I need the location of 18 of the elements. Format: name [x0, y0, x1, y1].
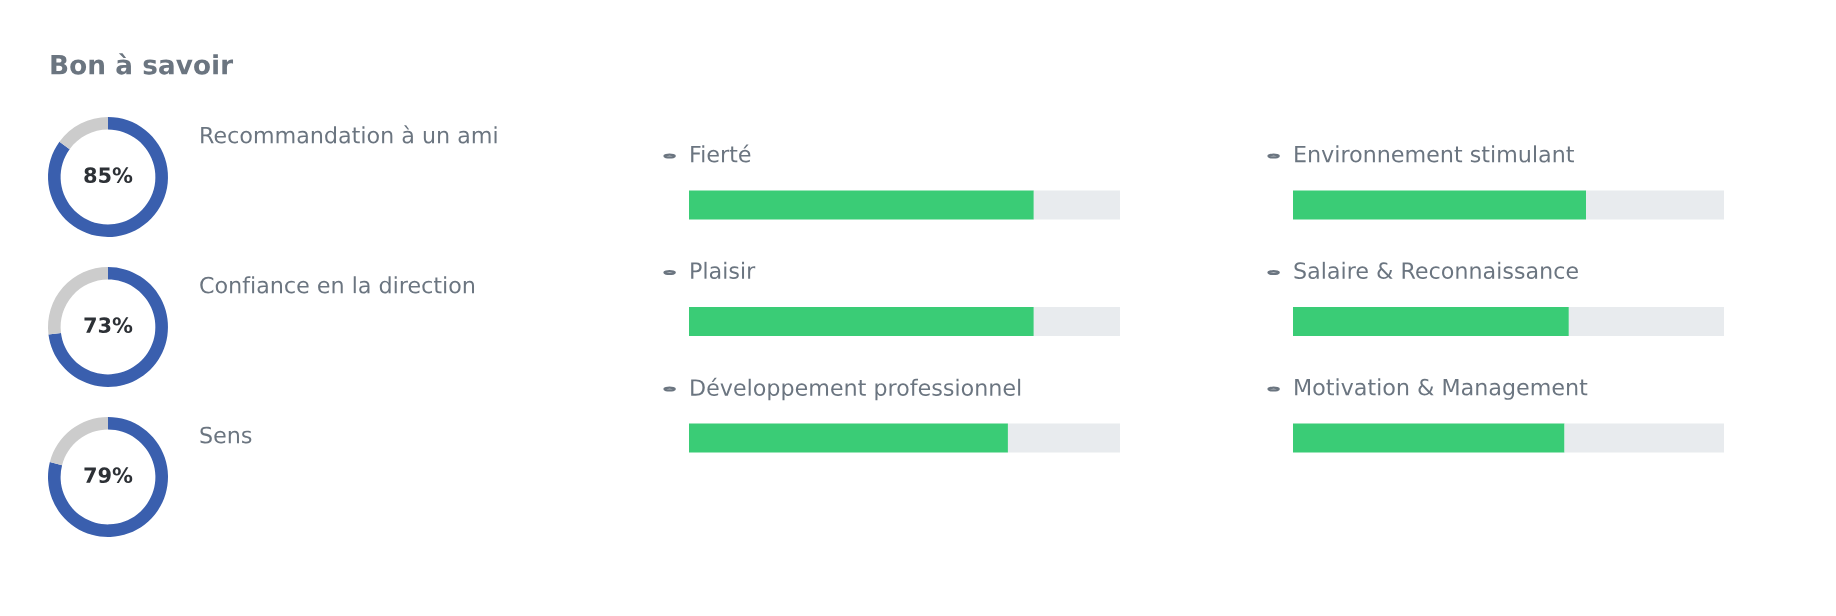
donut-slice	[49, 417, 108, 466]
donut-slice	[48, 417, 168, 537]
y-tick-label: Plaisir	[691, 261, 756, 280]
donut-slice	[59, 117, 108, 150]
data-label: 85%	[84, 167, 133, 184]
donut-slice	[48, 267, 168, 387]
donut-slice	[48, 117, 168, 237]
data-label: 79%	[84, 467, 133, 484]
data-label: 73%	[84, 317, 133, 334]
y-tick-label: Salaire & Reconnaissance	[1294, 261, 1578, 280]
text: Confiance en la direction	[200, 276, 475, 294]
y-tick-label: Fierté	[691, 144, 751, 163]
y-tick-label: Environnement stimulant	[1295, 145, 1574, 163]
text: Recommandation à un ami	[201, 125, 497, 144]
text: Sens	[200, 426, 252, 444]
y-tick-label: Motivation & Management	[1295, 378, 1588, 400]
text: Bon à savoir	[51, 53, 234, 75]
y-tick-label: Développement professionnel	[691, 377, 1021, 401]
